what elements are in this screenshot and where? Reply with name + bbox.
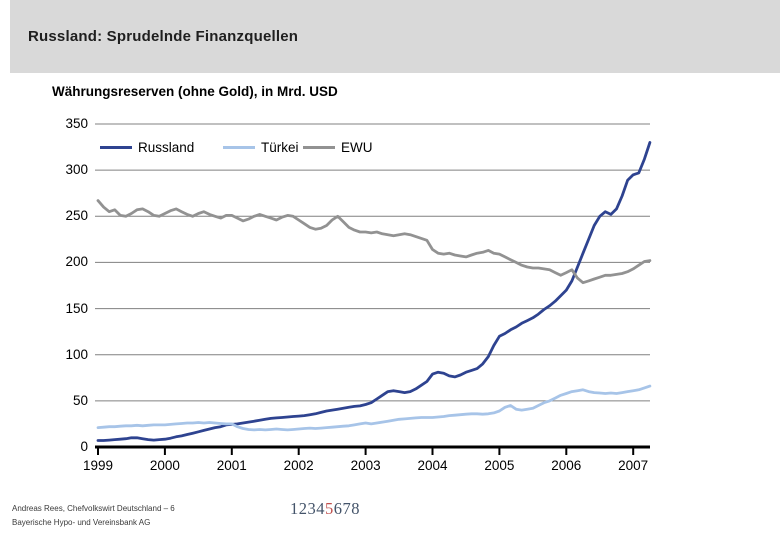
x-axis-label: 2000: [149, 458, 180, 473]
legend-label: Russland: [138, 139, 195, 155]
y-axis-label: 100: [65, 346, 88, 362]
page-digits-after: 678: [333, 499, 360, 518]
slide-title: Russland: Sprudelnde Finanzquellen: [28, 28, 299, 45]
legend-label: EWU: [341, 139, 373, 155]
header-band: Russland: Sprudelnde Finanzquellen: [10, 0, 780, 73]
footer-credit-line2: Bayerische Hypo- und Vereinsbank AG: [12, 518, 151, 527]
x-axis-label: 2003: [350, 458, 381, 473]
y-axis-label: 150: [65, 300, 88, 316]
legend-line-marker: [303, 145, 335, 149]
y-axis-label: 0: [80, 439, 88, 454]
page-digits-before: 1234: [290, 499, 325, 518]
legend-line-marker: [100, 145, 132, 149]
legend-item-russland: Russland: [100, 138, 194, 156]
y-axis-label: 200: [65, 254, 88, 270]
legend-label: Türkei: [261, 139, 299, 155]
chart-legend: Russland Türkei EWU: [0, 138, 780, 156]
chart-title: Währungsreserven (ohne Gold), in Mrd. US…: [52, 84, 338, 99]
footer-credit-line1: Andreas Rees, Chefvolkswirt Deutschland …: [12, 504, 175, 513]
x-axis-label: 2005: [484, 458, 515, 473]
legend-line-marker: [223, 145, 255, 149]
y-axis: 0 50 100 150 200 250 300 350: [40, 0, 88, 540]
y-axis-label: 350: [65, 116, 88, 131]
x-axis: 1999 2000 2001 2002 2003 2004 2005 2006 2007: [0, 458, 780, 476]
x-axis-label: 2002: [283, 458, 314, 473]
y-axis-label: 300: [65, 162, 88, 178]
page-number-digits: 12345678: [290, 499, 360, 519]
y-axis-label: 50: [72, 392, 88, 408]
legend-item-trkei: Türkei: [223, 138, 299, 156]
y-axis-label: 250: [65, 208, 88, 224]
x-axis-label: 2007: [618, 458, 649, 473]
x-axis-label: 2001: [216, 458, 247, 473]
x-axis-label: 2004: [417, 458, 448, 473]
x-axis-label: 1999: [82, 458, 114, 473]
x-axis-label: 2006: [551, 458, 582, 473]
legend-item-ewu: EWU: [303, 138, 373, 156]
page-digit-current: 5: [325, 499, 334, 518]
